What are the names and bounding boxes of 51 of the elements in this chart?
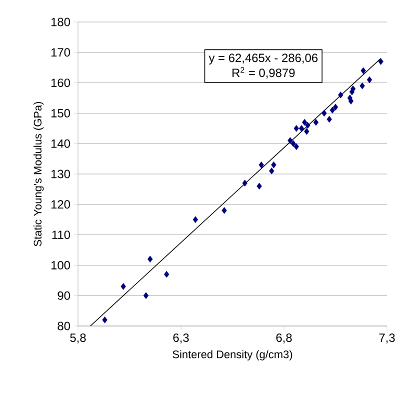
point [164, 270, 170, 278]
x-tick-label: 6,8 [276, 334, 292, 344]
point [290, 140, 296, 147]
point [120, 283, 126, 290]
point [269, 168, 274, 174]
y-tick-label: 120 [51, 200, 70, 209]
annotation: R$^{2}$ = 0,9879 [232, 67, 295, 78]
point [222, 207, 227, 214]
point [305, 122, 310, 129]
point [360, 82, 365, 90]
y-tick-label: 150 [51, 108, 70, 118]
x-tick-label: 7,3 [379, 334, 395, 344]
y-tick-label: 170 [51, 48, 70, 57]
point [338, 92, 344, 98]
y-tick-label: 100 [51, 260, 70, 270]
x-tick-label: 5,8 [70, 334, 86, 344]
y-tick-label: 180 [51, 18, 70, 26]
y-tick-label: 110 [52, 230, 70, 240]
point [271, 161, 276, 168]
x-axis-title: Sintered Density (g/cm3) [172, 350, 292, 360]
point [322, 110, 327, 117]
point [258, 161, 264, 168]
point [294, 143, 299, 150]
point [302, 118, 308, 126]
point [326, 116, 332, 123]
point [102, 316, 108, 324]
point [288, 137, 293, 144]
point [294, 125, 299, 132]
y-axis-title: Static Young's Modulus (GPa) [33, 102, 44, 246]
point [350, 85, 356, 92]
y-tick-label: 80 [58, 322, 70, 330]
point [298, 125, 304, 132]
x-tick-label: 6,3 [173, 334, 189, 344]
point [348, 98, 354, 104]
point [242, 180, 248, 187]
point [366, 76, 372, 84]
point [192, 216, 198, 223]
y-tick-label: 90 [58, 291, 70, 300]
point [378, 58, 384, 65]
point [330, 106, 335, 114]
annotation: y = 62,465x - 286,06 [208, 54, 318, 64]
y-tick-label: 140 [51, 139, 70, 148]
point [304, 128, 310, 135]
point [143, 292, 149, 299]
point [256, 182, 262, 190]
point [360, 67, 366, 74]
point [313, 118, 319, 126]
point [148, 256, 153, 263]
y-tick-label: 160 [51, 78, 70, 88]
y-tick-label: 130 [51, 170, 70, 178]
point [332, 104, 338, 111]
